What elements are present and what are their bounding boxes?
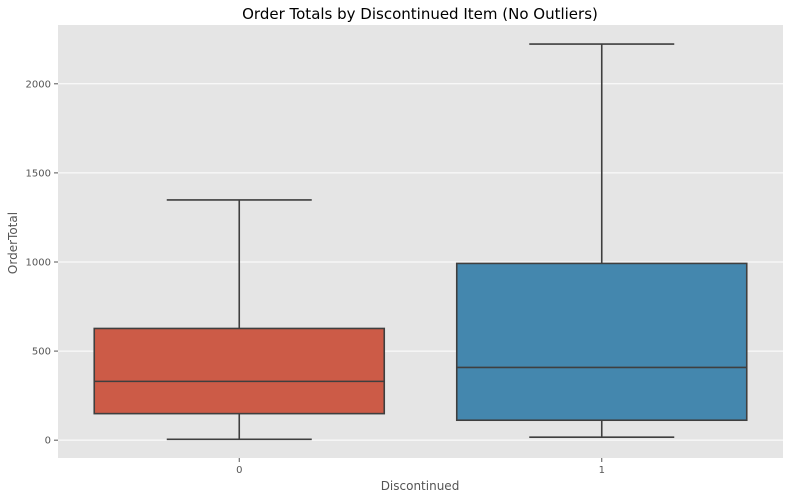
x-tick-label: 0 <box>236 465 242 476</box>
box-0 <box>93 199 386 441</box>
iqr-box <box>455 262 748 422</box>
boxes <box>93 43 748 441</box>
y-axis-label: OrderTotal <box>6 212 20 274</box>
y-tick-label: 1500 <box>26 168 51 179</box>
y-tick-label: 0 <box>45 436 51 447</box>
chart-title: Order Totals by Discontinued Item (No Ou… <box>242 5 598 23</box>
x-axis-label: Discontinued <box>381 479 460 493</box>
y-axis-ticks: 0 500 1000 1500 2000 <box>26 79 58 447</box>
y-tick-label: 500 <box>32 347 51 358</box>
box-1 <box>455 43 748 438</box>
y-tick-label: 1000 <box>26 257 51 268</box>
x-tick-label: 1 <box>599 465 605 476</box>
iqr-box <box>93 327 386 415</box>
y-tick-label: 2000 <box>26 79 51 90</box>
